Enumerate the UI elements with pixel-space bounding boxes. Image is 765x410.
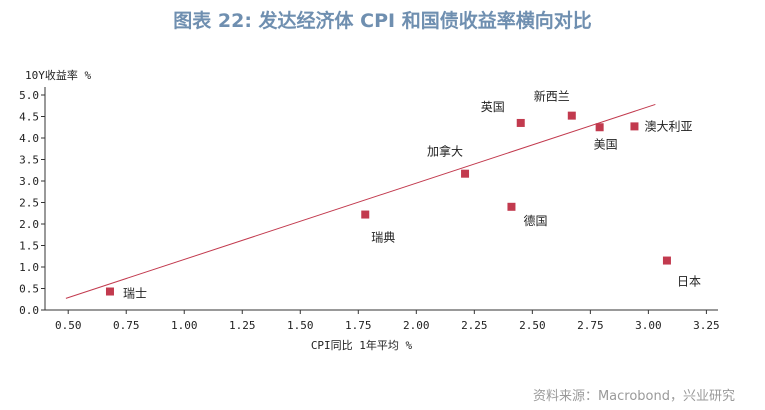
chart-title: 图表 22: 发达经济体 CPI 和国债收益率横向对比 xyxy=(173,10,592,32)
x-tick-label: 2.00 xyxy=(403,319,430,332)
data-point-label: 瑞典 xyxy=(371,231,395,245)
x-tick-label: 1.00 xyxy=(171,319,198,332)
y-tick-label: 5.0 xyxy=(19,89,39,102)
x-tick-label: 1.50 xyxy=(287,319,314,332)
x-tick-label: 2.75 xyxy=(577,319,604,332)
data-point-label: 加拿大 xyxy=(427,144,463,159)
trend-line xyxy=(65,103,656,299)
data-point xyxy=(630,122,639,131)
data-point-label: 德国 xyxy=(523,213,547,228)
data-point-label: 澳大利亚 xyxy=(644,119,692,133)
x-tick-label: 1.25 xyxy=(229,319,256,332)
x-tick-label: 2.25 xyxy=(461,319,488,332)
y-tick-label: 4.0 xyxy=(19,132,39,145)
x-axis-label: CPI同比 1年平均 % xyxy=(311,338,413,352)
data-point-label: 瑞士 xyxy=(123,287,147,301)
source-note: 资料来源：Macrobond，兴业研究 xyxy=(532,389,735,404)
x-tick-label: 3.00 xyxy=(635,319,662,332)
data-point xyxy=(516,118,525,127)
data-point xyxy=(662,256,671,265)
data-point xyxy=(361,210,370,219)
y-tick-label: 2.5 xyxy=(19,197,39,210)
y-tick-label: 3.0 xyxy=(19,175,39,188)
x-tick-label: 3.25 xyxy=(693,319,720,332)
data-point-label: 新西兰 xyxy=(534,89,570,104)
data-point-label: 英国 xyxy=(481,100,505,114)
data-point-label: 美国 xyxy=(594,137,618,151)
y-tick-label: 2.0 xyxy=(19,218,39,231)
y-tick-label: 0.0 xyxy=(19,304,39,317)
y-tick-label: 0.5 xyxy=(19,283,39,296)
y-tick-label: 1.0 xyxy=(19,261,39,274)
x-tick-label: 2.50 xyxy=(519,319,546,332)
data-point xyxy=(567,111,576,120)
data-point xyxy=(461,169,470,178)
data-point xyxy=(595,123,604,132)
x-tick-label: 1.75 xyxy=(345,319,372,332)
y-tick-label: 1.5 xyxy=(19,240,39,253)
data-point xyxy=(105,287,114,296)
y-axis-label: 10Y收益率 % xyxy=(25,68,91,82)
x-tick-label: 0.75 xyxy=(113,319,140,332)
y-tick-label: 4.5 xyxy=(19,111,39,124)
data-point-label: 日本 xyxy=(677,275,701,289)
data-point xyxy=(507,202,516,211)
x-tick-label: 0.50 xyxy=(55,319,82,332)
y-tick-label: 3.5 xyxy=(19,154,39,167)
